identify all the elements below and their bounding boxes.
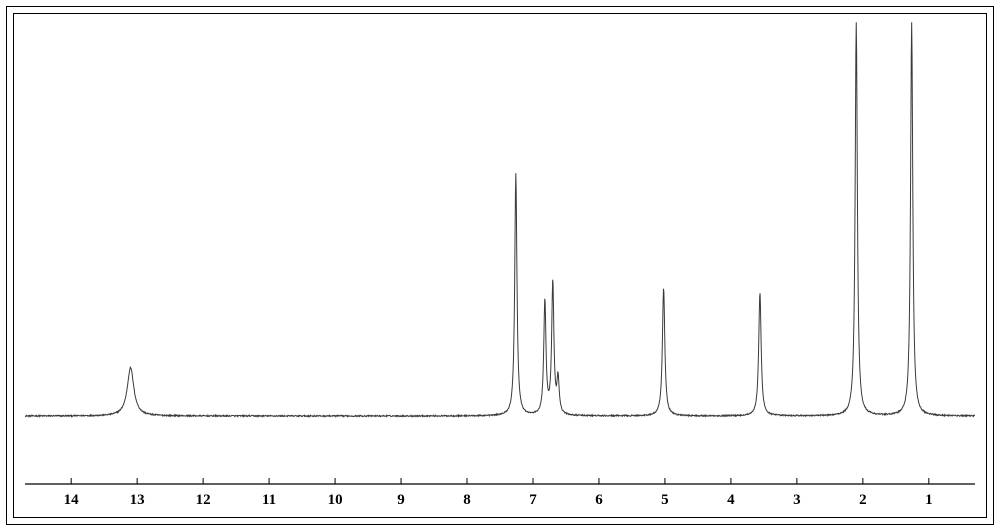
- nmr-spectrum-line: [25, 20, 975, 460]
- x-tick-label: 4: [727, 492, 735, 509]
- x-tick-label: 7: [529, 492, 537, 509]
- x-tick-label: 2: [859, 492, 867, 509]
- x-tick-label: 3: [793, 492, 801, 509]
- x-axis: 14 13 12 11 10 9 8 7 6 5 4 3 2 1: [25, 472, 975, 512]
- x-tick-label: 6: [595, 492, 603, 509]
- x-tick-label: 10: [328, 492, 343, 509]
- x-tick-label: 12: [196, 492, 211, 509]
- x-tick-label: 11: [262, 492, 276, 509]
- x-tick-label: 1: [925, 492, 933, 509]
- x-tick-label: 14: [64, 492, 79, 509]
- x-tick-label: 9: [397, 492, 405, 509]
- x-axis-line: [25, 472, 975, 512]
- x-tick-label: 5: [661, 492, 669, 509]
- nmr-spectrum-plot: [25, 20, 975, 460]
- x-tick-label: 13: [130, 492, 145, 509]
- x-tick-label: 8: [463, 492, 471, 509]
